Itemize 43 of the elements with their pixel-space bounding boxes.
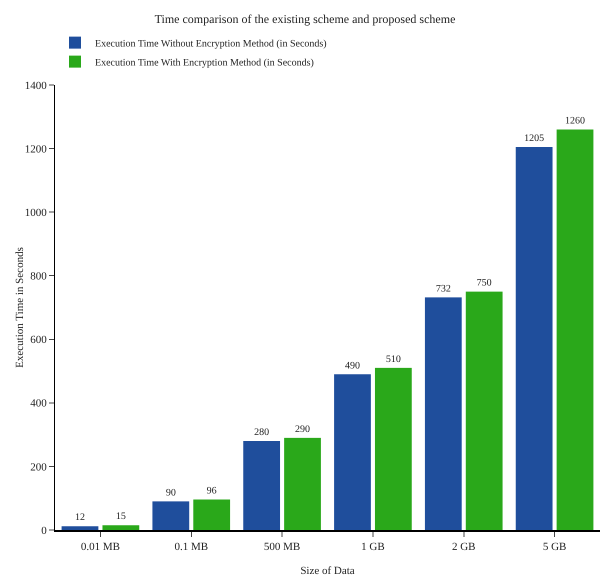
x-tick-label: 5 GB [542, 541, 566, 554]
data-label: 750 [476, 278, 492, 289]
legend-label: Execution Time With Encryption Method (in Seconds) [95, 58, 314, 68]
y-tick-label: 1000 [24, 206, 48, 219]
y-tick-label: 1400 [24, 80, 48, 92]
bar [556, 130, 594, 530]
x-tick-label: 500 MB [264, 541, 300, 554]
bar [466, 292, 503, 530]
data-label: 490 [344, 360, 360, 372]
data-label: 280 [254, 427, 270, 438]
data-label: 1260 [565, 116, 586, 126]
data-label: 290 [295, 424, 310, 435]
x-tick-label: 0.1 MB [174, 541, 208, 554]
data-label: 732 [436, 283, 451, 294]
x-tick-label: 2 GB [452, 541, 476, 554]
data-label: 1205 [524, 132, 544, 144]
data-label: 96 [206, 485, 217, 496]
y-tick-label: 800 [30, 270, 48, 283]
y-tick-label: 400 [30, 398, 48, 410]
bar [284, 438, 321, 530]
bar [102, 525, 140, 530]
y-tick-label: 200 [30, 461, 48, 474]
x-tick-label: 1 GB [361, 541, 385, 554]
bar [516, 146, 553, 530]
chart-title: Time comparison of the existing scheme and proposed scheme [154, 12, 456, 26]
y-axis-title: Execution Time in Seconds [14, 247, 26, 368]
x-axis-title: Size of Data [300, 565, 355, 577]
y-tick-label: 1200 [24, 143, 48, 156]
bar [424, 297, 462, 530]
data-label: 510 [386, 354, 401, 365]
x-tick-label: 0.01 MB [80, 541, 120, 554]
y-tick-label: 0 [41, 524, 48, 537]
bar [374, 368, 412, 530]
data-label: 90 [166, 487, 176, 498]
bar [193, 499, 230, 530]
y-tick-label: 600 [30, 334, 48, 346]
bar [62, 526, 98, 530]
legend-label: Execution Time Without Encryption Method (in Seconds) [95, 38, 327, 50]
data-label: 12 [74, 512, 85, 524]
bar [152, 501, 190, 530]
data-label: 15 [116, 511, 126, 522]
bar [243, 441, 280, 530]
bar [334, 374, 371, 530]
